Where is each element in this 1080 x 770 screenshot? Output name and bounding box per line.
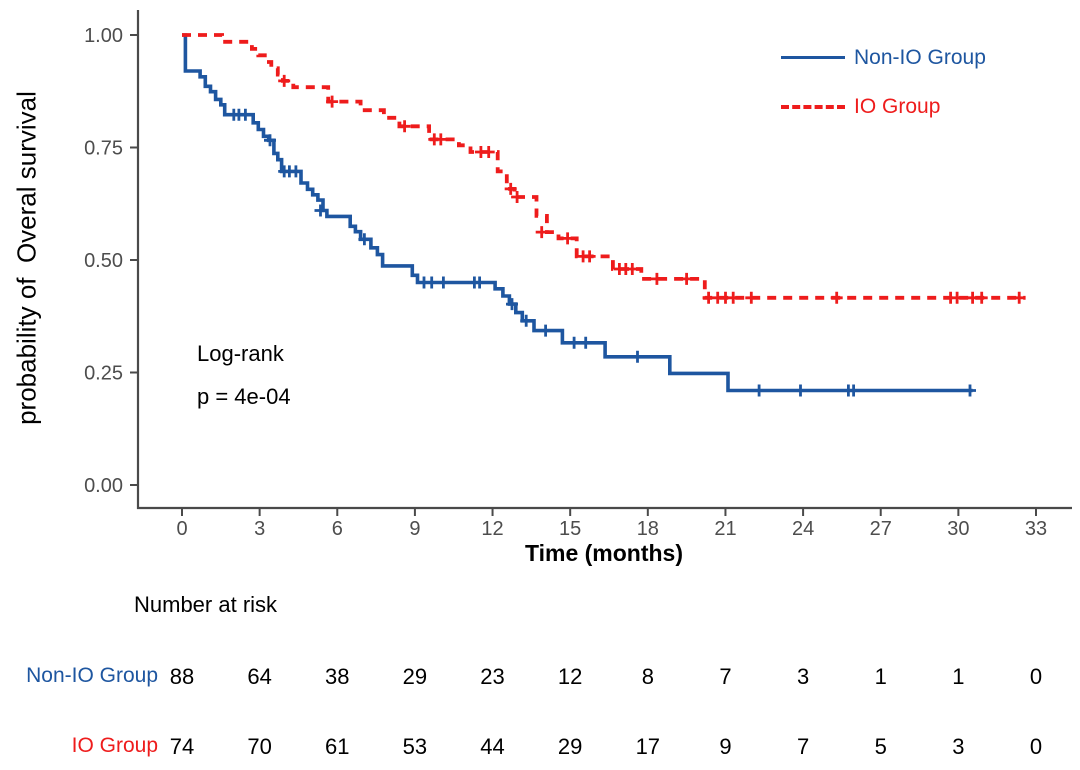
risk-count: 29 (402, 664, 428, 689)
risk-count: 7 (796, 734, 810, 759)
risk-count: 1 (952, 664, 965, 689)
risk-count: 74 (169, 734, 195, 759)
x-tick-label: 30 (947, 518, 969, 540)
survival-curve-io (182, 33, 1026, 300)
survival-curve-non_io (182, 33, 973, 393)
x-axis-label: Time (months) (524, 540, 684, 566)
x-tick-label: 15 (559, 518, 581, 540)
risk-count: 53 (402, 734, 428, 759)
risk-count: 9 (719, 734, 732, 759)
risk-row-label-non_io: Non-IO Group (26, 664, 158, 687)
x-tick-label: 12 (481, 518, 503, 540)
x-tick-label: 24 (792, 518, 814, 540)
y-axis-label: probability of Overal survival (11, 91, 42, 425)
x-tick-label: 6 (332, 518, 343, 540)
risk-count: 64 (247, 664, 272, 689)
risk-count: 7 (719, 664, 732, 689)
legend-line-non-io (781, 56, 845, 59)
risk-table-title: Number at risk (134, 592, 278, 617)
x-tick-label: 0 (176, 518, 187, 540)
y-tick-label: 0.00 (84, 475, 123, 497)
x-tick-label: 33 (1025, 518, 1047, 540)
risk-count: 23 (480, 664, 505, 689)
risk-count: 3 (952, 734, 965, 759)
x-tick-label: 21 (714, 518, 736, 540)
risk-row-label-io: IO Group (71, 734, 158, 757)
risk-count: 70 (247, 734, 272, 759)
censor-marks-io (278, 74, 1026, 304)
y-tick-label: 0.50 (84, 250, 123, 272)
risk-count: 3 (796, 664, 810, 689)
risk-count: 0 (1029, 664, 1043, 689)
risk-count: 12 (557, 664, 583, 689)
risk-count: 61 (325, 734, 350, 759)
legend-label-non-io: Non-IO Group (854, 46, 986, 69)
y-tick-label: 0.75 (84, 138, 123, 160)
legend-label-io: IO Group (854, 95, 941, 118)
risk-count: 44 (480, 734, 505, 759)
x-tick-label: 27 (870, 518, 892, 540)
x-tick-label: 18 (637, 518, 659, 540)
censor-marks-non_io (227, 108, 976, 397)
risk-count: 8 (641, 664, 654, 689)
y-tick-label: 1.00 (84, 25, 123, 47)
legend-line-io (781, 105, 845, 109)
x-tick-label: 3 (254, 518, 265, 540)
logrank-annotation: Log-rank (197, 341, 284, 366)
risk-count: 38 (325, 664, 350, 689)
x-tick-label: 9 (409, 518, 420, 540)
y-tick-label: 0.25 (84, 363, 123, 385)
risk-count: 29 (557, 734, 583, 759)
risk-count: 1 (874, 664, 887, 689)
risk-count: 17 (635, 734, 661, 759)
risk-count: 88 (169, 664, 195, 689)
risk-count: 0 (1029, 734, 1043, 759)
risk-count: 5 (874, 734, 887, 759)
pvalue-annotation: p = 4e-04 (197, 384, 291, 409)
